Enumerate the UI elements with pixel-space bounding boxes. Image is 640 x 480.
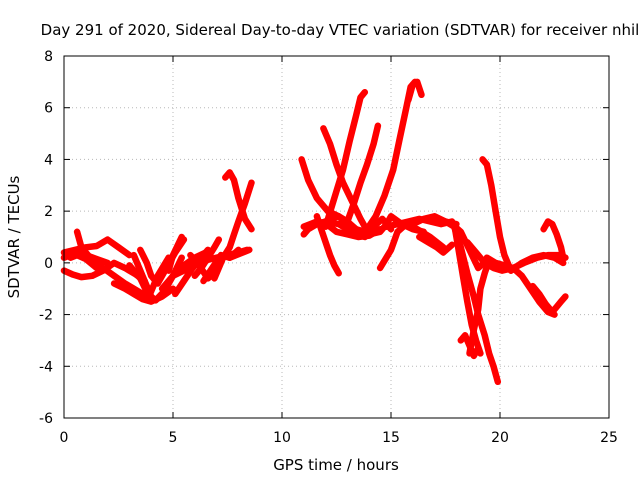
series-line-4 [60, 236, 133, 259]
series-line-15 [191, 236, 223, 280]
series-line-37 [450, 220, 484, 357]
series-line-45 [540, 218, 567, 261]
series-line-17 [211, 179, 255, 282]
x-tick-label: 25 [600, 430, 618, 446]
series-group [60, 78, 569, 386]
chart-title: Day 291 of 2020, Sidereal Day-to-day VTE… [41, 21, 640, 39]
x-tick-label: 5 [169, 430, 178, 446]
y-tick-label: 4 [44, 152, 53, 168]
series-line-39 [466, 257, 493, 357]
y-tick-label: -4 [39, 359, 53, 375]
grid [64, 56, 609, 418]
y-tick-label: 8 [44, 49, 53, 65]
series-line-14 [187, 251, 220, 282]
y-tick-label: 6 [44, 101, 53, 117]
x-tick-label: 15 [382, 430, 400, 446]
y-axis-label: SDTVAR / TECUs [5, 175, 23, 298]
series-line-44 [529, 282, 569, 316]
series-line-13 [171, 246, 212, 298]
series-line-34 [416, 233, 456, 256]
series-line-11 [158, 249, 209, 292]
series-line-26 [322, 88, 369, 230]
x-tick-label: 20 [491, 430, 509, 446]
axis-ticks: 0 5 10 15 20 25 -6 -4 -2 0 2 4 6 8 [39, 49, 618, 446]
series-line-10 [165, 233, 185, 274]
series-line-19 [226, 246, 253, 261]
series-line-27 [344, 122, 382, 225]
series-line-43 [507, 251, 567, 274]
series-line-24 [320, 125, 373, 238]
y-tick-label: -2 [39, 308, 53, 324]
y-tick-label: 2 [44, 204, 53, 220]
series-line-40 [479, 156, 515, 274]
series-line-25 [317, 213, 395, 236]
x-tick-label: 10 [273, 430, 291, 446]
x-tick-label: 0 [60, 430, 69, 446]
plot-frame [63, 55, 610, 419]
y-tick-label: 0 [44, 256, 53, 272]
y-tick-label: -6 [39, 411, 53, 427]
x-axis-label: GPS time / hours [273, 456, 399, 474]
series-line-30 [405, 78, 425, 104]
series-line-5 [67, 251, 100, 272]
series-line-42 [483, 254, 558, 318]
series-line-18 [222, 169, 255, 233]
